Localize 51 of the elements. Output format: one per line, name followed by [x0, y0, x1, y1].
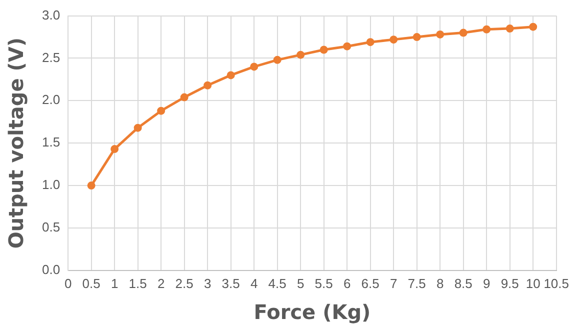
x-tick-label: 8.5	[454, 276, 472, 291]
x-tick-label: 4	[250, 276, 258, 291]
point	[157, 106, 166, 115]
point	[87, 182, 96, 190]
point	[110, 145, 119, 154]
point	[204, 81, 212, 90]
y-tick-label: 1.0	[42, 177, 60, 192]
x-tick-label: 6	[343, 276, 351, 291]
x-tick-label: 7	[390, 276, 398, 291]
x-tick-label: 2.5	[175, 276, 194, 291]
x-tick-label: 5	[296, 276, 304, 291]
y-tick-label: 2.0	[42, 92, 60, 108]
point	[343, 42, 352, 50]
x-tick-label: 3.5	[222, 276, 240, 291]
point	[366, 38, 374, 46]
point	[296, 50, 305, 59]
y-tick-label: 3.0	[42, 7, 60, 22]
point	[436, 30, 444, 38]
x-tick-label: 10.5	[544, 276, 570, 291]
y-axis-title: Output voltage (V)	[4, 38, 28, 249]
x-tick-label: 9.5	[500, 276, 519, 291]
point	[273, 56, 282, 64]
x-axis-title: Force (Kg)	[254, 300, 371, 324]
x-tick-label: 4.5	[268, 276, 286, 291]
point	[459, 28, 468, 37]
x-tick-label: 6.5	[361, 276, 380, 291]
point	[180, 93, 188, 102]
x-tick-label: 2	[157, 276, 165, 291]
x-tick-label: 8	[436, 276, 444, 291]
x-tick-label: 0	[64, 276, 72, 291]
point	[506, 24, 514, 33]
point	[134, 124, 142, 132]
point	[320, 46, 328, 54]
x-tick-label: 9	[482, 276, 490, 291]
x-tick-label: 1.5	[128, 276, 147, 291]
point	[250, 62, 258, 71]
point	[390, 36, 398, 44]
point	[412, 33, 421, 42]
x-tick-label: 7.5	[408, 276, 426, 291]
y-tick-label: 1.5	[42, 134, 60, 150]
point	[529, 22, 538, 31]
x-tick-label: 0.5	[82, 276, 100, 291]
x-tick-label: 3	[204, 276, 212, 291]
y-tick-label: 2.5	[42, 50, 60, 65]
y-tick-label: 0.5	[42, 220, 60, 235]
y-tick-label: 0.0	[42, 262, 60, 277]
x-tick-label: 10	[526, 276, 540, 291]
x-tick-label: 5.5	[314, 276, 333, 291]
point	[482, 25, 491, 34]
point	[226, 71, 235, 80]
x-tick-label: 1	[110, 276, 118, 291]
